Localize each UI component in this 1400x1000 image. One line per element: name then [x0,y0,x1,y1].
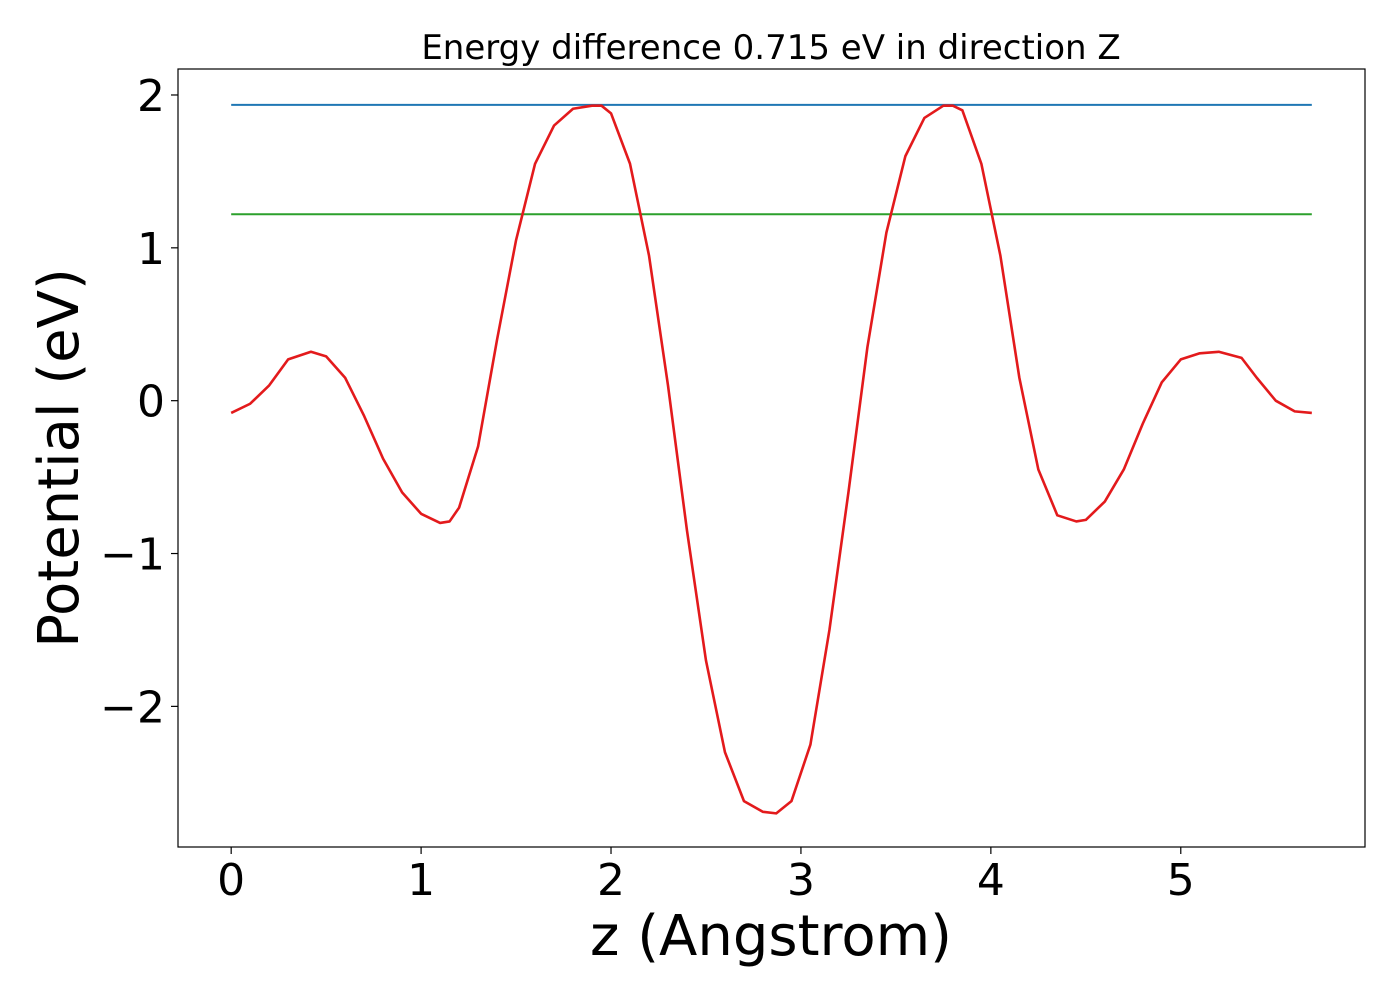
x-tick-label: 3 [787,855,815,906]
chart-title: Energy difference 0.715 eV in direction … [421,28,1120,68]
x-axis: 0 1 2 3 4 5 [217,847,1195,906]
x-tick-label: 5 [1167,855,1195,906]
x-tick-label: 2 [597,855,625,906]
y-axis-label: Potential (eV) [27,268,92,648]
x-tick-label: 1 [407,855,435,906]
y-axis: −2 −1 0 1 2 [100,71,178,733]
plot-frame [177,68,1366,848]
y-tick-label: −2 [100,682,165,733]
y-tick-label: 2 [137,71,165,122]
x-axis-label: z (Angstrom) [590,904,952,969]
y-tick-label: 0 [137,377,165,428]
y-tick-label: −1 [100,530,165,581]
x-tick-label: 4 [977,855,1005,906]
series-line-3 [230,104,1312,815]
y-tick-label: 1 [137,224,165,275]
x-tick-label: 0 [217,855,245,906]
plot-area [230,103,1312,815]
